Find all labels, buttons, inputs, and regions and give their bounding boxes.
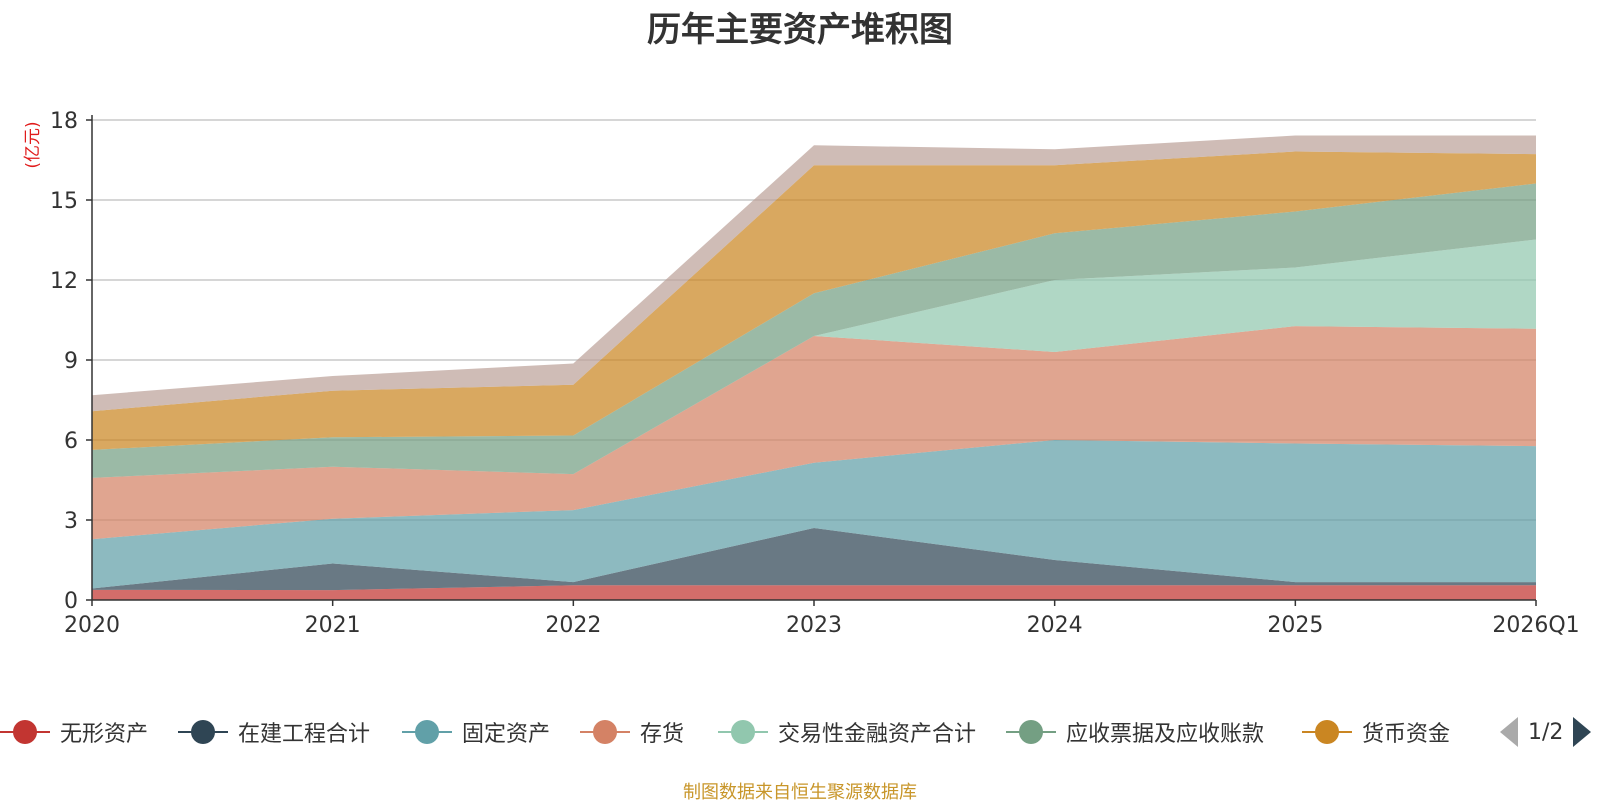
area-series[interactable] [92,151,1536,450]
area-series[interactable] [92,326,1536,540]
chart-title: 历年主要资产堆积图 [647,10,953,50]
legend-item-cash[interactable]: 货币资金 [1302,712,1450,752]
area-layer [92,135,1536,600]
legend-item-inventory[interactable]: 存货 [580,712,684,752]
legend: 无形资产 在建工程合计 固定资产 存货 交易性金融资产合计 应收票据及应收账款 … [0,712,1600,752]
legend-label: 无形资产 [60,722,149,747]
pager-prev-icon[interactable] [1500,717,1518,747]
y-axis-unit-label: (亿元) [23,121,43,168]
area-series[interactable] [92,239,1536,478]
legend-dot-icon [415,720,439,744]
area-series[interactable] [92,183,1536,478]
legend-item-trading-assets[interactable]: 交易性金融资产合计 [718,712,976,752]
y-tick-label: 0 [64,589,78,614]
legend-dot-icon [1315,720,1339,744]
x-tick-label: 2021 [305,613,361,638]
y-tick-label: 18 [50,109,78,134]
legend-label: 存货 [640,722,685,747]
y-tick-label: 9 [64,349,78,374]
area-series[interactable] [92,585,1536,600]
x-tick-label: 2022 [545,613,601,638]
x-tick-label: 2024 [1027,613,1083,638]
area-series[interactable] [92,528,1536,591]
x-tick-label: 2023 [786,613,842,638]
legend-label: 在建工程合计 [238,722,371,747]
legend-dot-icon [13,720,37,744]
legend-label: 固定资产 [462,722,551,747]
axis-layer: 0 3 6 9 12 15 18 2020 2021 2022 2023 2024 2025 2026Q1 [50,109,1580,638]
y-tick-label: 6 [64,429,78,454]
y-tick-label: 12 [50,269,78,294]
legend-label: 应收票据及应收账款 [1066,722,1265,747]
legend-item-construction[interactable]: 在建工程合计 [178,712,370,752]
x-tick-label: 2026Q1 [1492,613,1579,638]
legend-dot-icon [593,720,617,744]
legend-item-receivables[interactable]: 应收票据及应收账款 [1006,712,1264,752]
legend-label: 货币资金 [1362,722,1451,747]
legend-label: 交易性金融资产合计 [778,722,977,747]
source-note: 制图数据来自恒生聚源数据库 [683,782,917,803]
x-tick-label: 2020 [64,613,120,638]
legend-dot-icon [731,720,755,744]
legend-pager: 1/2 [1500,712,1592,752]
area-series[interactable] [92,440,1536,589]
pager-page-indicator: 1/2 [1528,719,1564,745]
y-tick-label: 3 [64,509,78,534]
y-tick-label: 15 [50,189,78,214]
x-tick-label: 2025 [1267,613,1323,638]
legend-item-intangible[interactable]: 无形资产 [0,712,148,752]
legend-item-fixed-assets[interactable]: 固定资产 [402,712,550,752]
pager-next-icon[interactable] [1573,717,1592,747]
legend-dot-icon [191,720,215,744]
legend-dot-icon [1019,720,1043,744]
